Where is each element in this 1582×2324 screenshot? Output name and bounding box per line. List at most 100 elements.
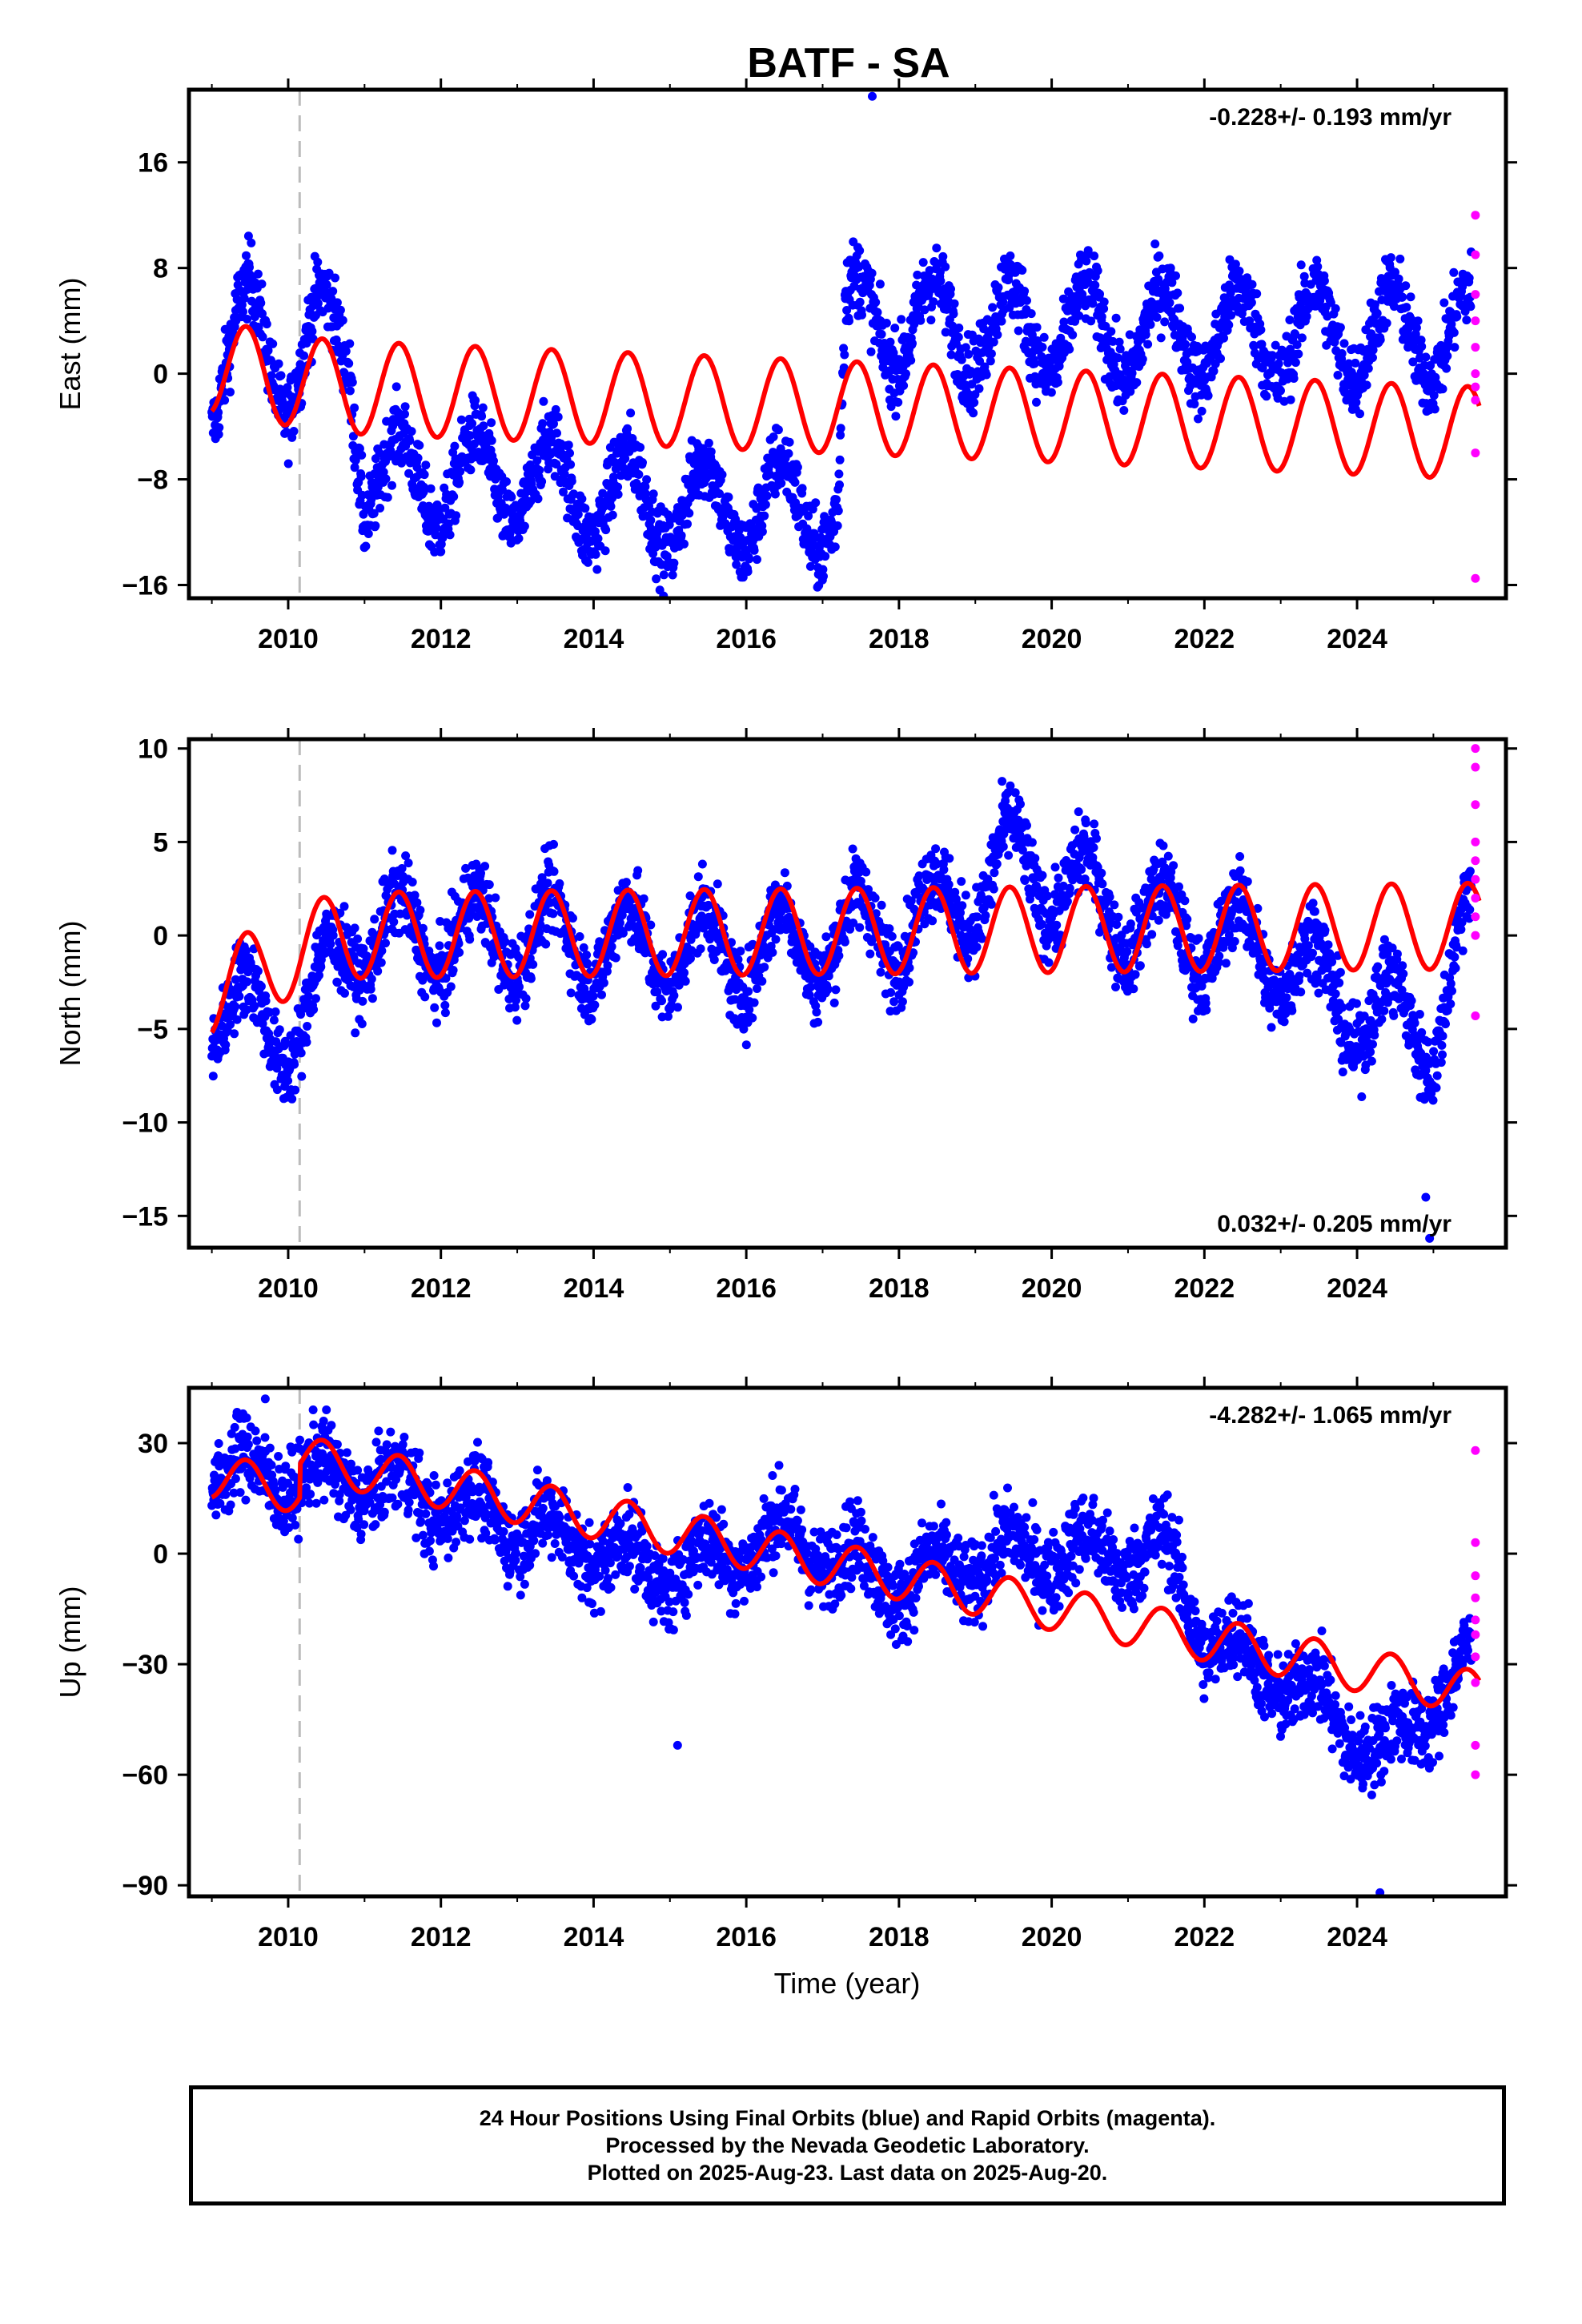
final-orbit-point [1188,1014,1198,1023]
final-orbit-point [1033,884,1042,893]
final-orbit-point [538,419,548,428]
final-orbit-point [812,1007,821,1017]
final-orbit-point [1190,400,1199,408]
final-orbit-point [553,412,563,422]
final-orbit-point [328,931,338,940]
final-orbit-point [981,911,990,920]
final-orbit-point [461,863,471,873]
final-orbit-point [583,557,592,567]
final-orbit-point [539,396,548,406]
final-orbit-point [680,968,689,978]
final-orbit-point [1351,398,1361,407]
final-orbit-point [351,1028,360,1038]
final-orbit-point [1439,298,1449,308]
final-orbit-point [607,942,616,951]
final-orbit-point [477,412,487,421]
final-orbit-point [657,996,666,1006]
final-orbit-point [745,554,754,564]
final-orbit-point [1274,359,1283,368]
final-orbit-point [587,1015,596,1024]
final-orbit-point [1359,371,1369,380]
final-orbit-point [857,310,866,320]
final-orbit-point [262,320,271,329]
final-orbit-point [886,987,896,997]
final-orbit-point [1160,317,1170,327]
final-orbit-point [877,900,886,910]
final-orbit-point [348,432,358,441]
final-orbit-point [1224,320,1234,330]
final-orbit-point [311,994,320,1003]
final-orbit-point [1413,316,1423,326]
final-orbit-point [677,531,686,541]
final-orbit-point [1046,388,1056,397]
final-orbit-point [797,484,807,493]
final-orbit-point [261,996,271,1006]
final-orbit-point [243,977,252,987]
rapid-orbit-point [1471,396,1480,405]
final-orbit-point [621,878,631,887]
final-orbit-point [601,525,611,535]
final-orbit-point [1106,963,1116,972]
final-orbit-point [1081,818,1090,828]
final-orbit-point [1289,374,1299,383]
x-tick-label: 2020 [1022,624,1082,654]
final-orbit-point [324,268,334,278]
final-orbit-point [1406,292,1415,302]
final-orbit-point [1044,958,1054,967]
final-orbit-point [1037,919,1046,929]
final-orbit-point [1059,317,1069,327]
final-orbit-point [487,436,496,445]
final-orbit-point [954,324,964,332]
final-orbit-point [876,967,885,977]
final-orbit-point [1292,340,1302,349]
final-orbit-point [1267,351,1277,360]
final-orbit-point [887,931,897,941]
final-orbit-point [831,985,841,995]
final-orbit-point [1052,920,1062,930]
final-orbit-point [1106,327,1116,336]
final-orbit-point [646,516,656,525]
final-orbit-point [686,954,695,963]
final-orbit-point [1173,288,1182,298]
final-orbit-point [350,403,359,412]
final-orbit-point [1032,323,1042,332]
final-orbit-point [1022,296,1031,305]
final-orbit-point [945,854,954,863]
final-orbit-point [749,998,759,1007]
final-orbit-point [1286,344,1295,354]
final-orbit-point [582,951,592,959]
final-orbit-point [1344,359,1354,368]
final-orbit-point [381,939,390,948]
final-orbit-point [974,384,984,393]
final-orbit-point [322,280,331,290]
final-orbit-point [642,475,652,485]
final-orbit-point [400,409,409,419]
final-orbit-point [1167,278,1177,287]
final-orbit-point [994,283,1003,292]
final-orbit-point [674,980,684,990]
final-orbit-point [1089,842,1098,852]
final-orbit-point [1038,343,1047,352]
final-orbit-point [664,1011,673,1021]
final-orbit-point [250,1001,259,1011]
final-orbit-point [1027,330,1037,340]
final-orbit-point [590,1000,600,1010]
final-orbit-point [926,316,936,325]
final-orbit-point [552,428,561,438]
final-orbit-point [905,977,913,987]
final-orbit-point [1097,312,1106,321]
final-orbit-point [313,299,323,308]
final-orbit-point [1276,386,1285,396]
final-orbit-point [291,1085,300,1095]
final-orbit-point [1135,961,1145,971]
final-orbit-point [500,937,510,947]
panel-frame [187,87,1508,601]
final-orbit-point [299,351,309,360]
final-orbit-point [636,443,645,452]
final-orbit-point [833,506,843,516]
final-orbit-point [345,386,355,396]
final-orbit-point [753,984,761,993]
panel-east: 2010 2012 2014 2016 2018 2020 2022 2024−16−8081… [54,78,1517,654]
final-orbit-point [680,539,689,549]
final-orbit-point [230,1029,239,1039]
